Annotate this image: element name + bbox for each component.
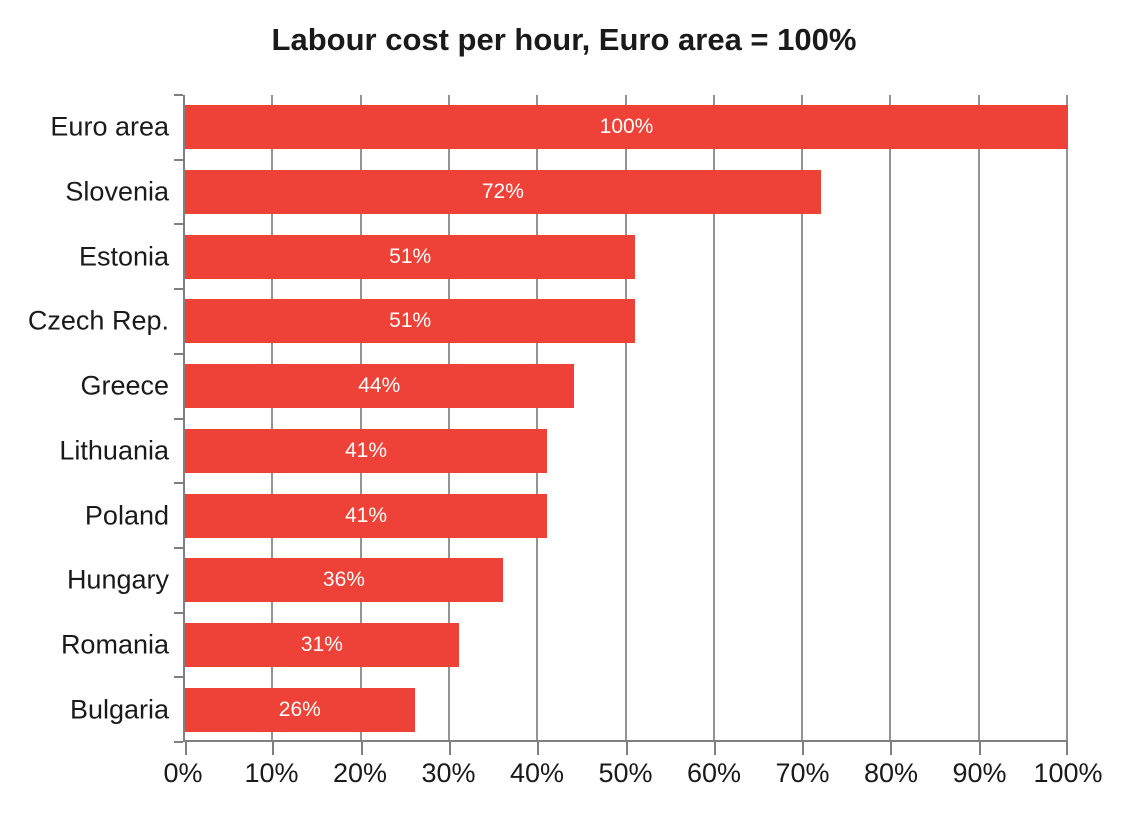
gridline — [1066, 95, 1068, 740]
bar-row: 36% — [185, 558, 1068, 603]
bar — [185, 428, 548, 473]
category-label: Poland — [84, 500, 169, 531]
y-axis-tick — [174, 223, 183, 226]
bar-value-label: 36% — [322, 568, 365, 592]
bar-value-label: 41% — [344, 438, 388, 462]
gridline — [889, 95, 892, 740]
gridline — [712, 95, 715, 740]
gridline — [977, 95, 980, 740]
gridline — [536, 95, 539, 740]
bar-value-label: 51% — [389, 309, 432, 333]
x-axis-tick-label: 100% — [1033, 758, 1103, 788]
bar-value-label: 41% — [344, 503, 388, 527]
y-axis-tick — [174, 158, 183, 161]
x-axis-tick — [272, 742, 275, 755]
plot-area: 100% 72% 51% 51% 44% 41% 41% 36% 31% 26% — [174, 94, 1068, 755]
x-axis-tick — [1066, 742, 1068, 755]
bar — [185, 170, 821, 215]
bar-row: 41% — [185, 493, 1068, 538]
bar-value-label: 51% — [389, 244, 432, 268]
x-axis-tick — [360, 742, 363, 755]
gridline — [801, 95, 804, 740]
bar-value-label: 100% — [599, 115, 654, 139]
bar-row: 100% — [185, 105, 1068, 150]
y-axis-tick — [174, 546, 183, 549]
y-axis-tick — [174, 288, 183, 291]
x-axis-tick-label: 0% — [163, 758, 203, 788]
category-label: Czech Rep. — [27, 305, 169, 336]
x-axis-tick — [802, 742, 805, 755]
bar-value-label: 44% — [358, 374, 401, 398]
category-label: Romania — [60, 629, 169, 660]
bar — [185, 622, 459, 667]
y-axis-tick — [174, 417, 183, 420]
category-label: Hungary — [66, 564, 169, 595]
x-axis-tick-label: 70% — [775, 758, 830, 788]
x-axis-tick — [625, 742, 628, 755]
category-label: Bulgaria — [69, 694, 169, 725]
x-axis-tick-label: 30% — [421, 758, 476, 788]
gridline — [359, 95, 362, 740]
bar-row: 41% — [185, 428, 1068, 473]
x-axis-tick-label: 80% — [863, 758, 919, 788]
x-axis-tick — [537, 742, 540, 755]
y-axis-tick — [174, 94, 183, 96]
y-axis-tick — [174, 741, 183, 743]
y-axis-tick — [174, 352, 183, 355]
x-axis-tick — [978, 742, 981, 755]
bar-row: 26% — [185, 687, 1068, 732]
category-label: Euro area — [50, 111, 169, 142]
category-label: Greece — [80, 370, 169, 401]
bar — [185, 687, 415, 732]
x-axis-tick-label: 60% — [686, 758, 742, 788]
bar-row: 44% — [185, 364, 1068, 409]
y-axis-tick — [174, 611, 183, 614]
bar — [185, 558, 503, 603]
x-axis-tick — [185, 742, 187, 755]
gridline — [624, 95, 627, 740]
y-axis-tick — [174, 676, 183, 679]
y-axis-tick — [174, 482, 183, 485]
gridline — [271, 95, 274, 740]
category-label: Estonia — [78, 241, 169, 272]
bar — [185, 105, 1068, 150]
category-label: Slovenia — [65, 176, 169, 207]
x-axis-tick — [890, 742, 893, 755]
bar-value-label: 26% — [278, 697, 321, 721]
x-axis-tick — [448, 742, 451, 755]
bar-row: 51% — [185, 234, 1068, 279]
bar-value-label: 31% — [300, 632, 343, 656]
category-label: Lithuania — [59, 435, 169, 466]
x-axis-tick-label: 20% — [332, 758, 388, 788]
gridline — [447, 95, 450, 740]
x-axis-tick-label: 50% — [598, 758, 653, 788]
bar-row: 31% — [185, 622, 1068, 667]
bar — [185, 234, 636, 279]
bar-value-label: 72% — [481, 180, 524, 204]
bar-row: 72% — [185, 170, 1068, 215]
chart-title: Labour cost per hour, Euro area = 100% — [271, 22, 857, 57]
x-axis-tick-label: 40% — [509, 758, 565, 788]
x-axis-tick-label: 10% — [244, 758, 299, 788]
bar-row: 51% — [185, 299, 1068, 344]
bar — [185, 299, 636, 344]
x-axis-tick-label: 90% — [952, 758, 1007, 788]
bar — [185, 493, 548, 538]
x-axis-tick — [713, 742, 716, 755]
bar — [185, 364, 574, 409]
